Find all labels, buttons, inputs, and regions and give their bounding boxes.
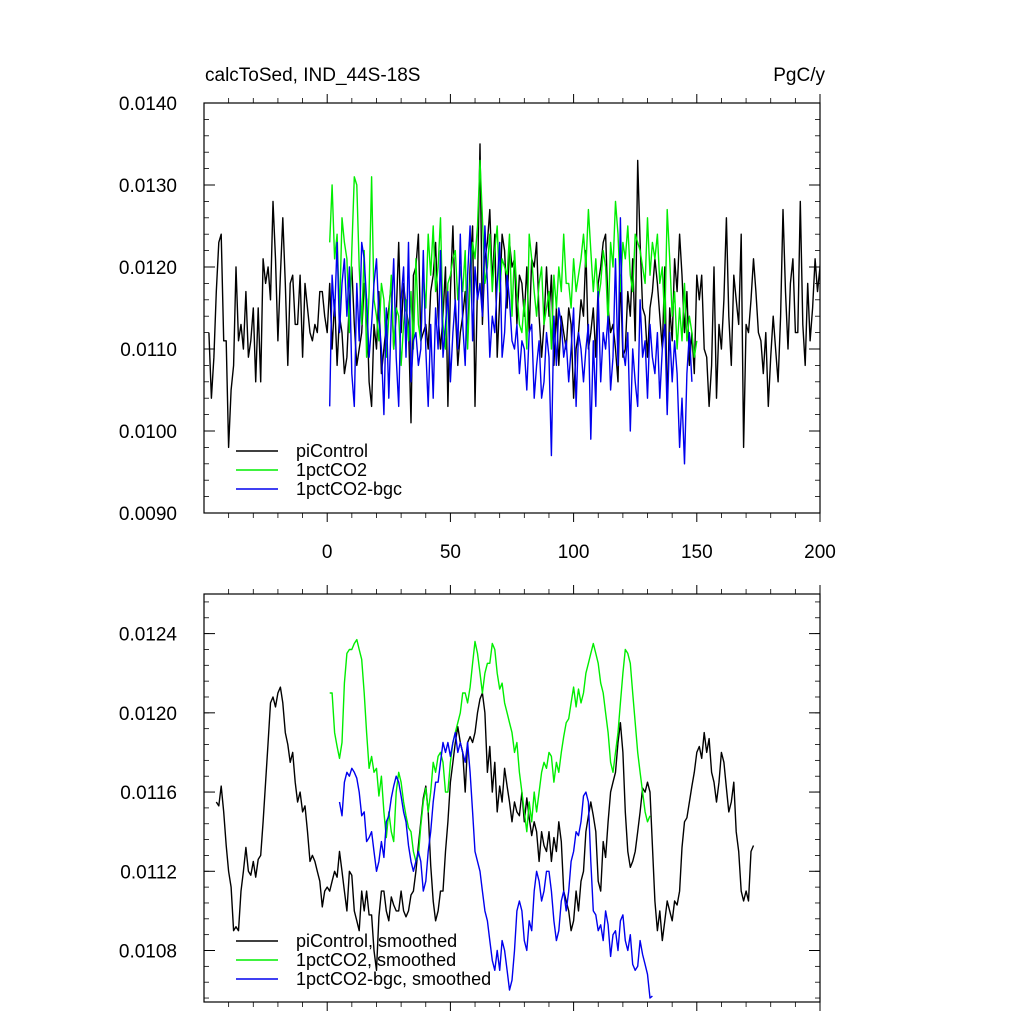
y-tick-label: 0.0120 bbox=[119, 258, 177, 279]
bottom-panel-smoothed: 0.0108 0.0112 0.0116 0.0120 0.0124 piControl,… bbox=[119, 585, 821, 1011]
chart-units-label: PgC/y bbox=[773, 65, 825, 86]
top-panel-raw: 0.0090 0.0100 0.0110 0.0120 0.0130 0.0140 0 50 1… bbox=[119, 94, 836, 563]
legend-label: 1pctCO2-bgc, smoothed bbox=[296, 969, 491, 989]
plot-frame bbox=[203, 102, 821, 514]
y-tick-label: 0.0110 bbox=[120, 340, 177, 361]
series-line-1pctco2-smoothed bbox=[329, 638, 651, 863]
y-tick-label: 0.0108 bbox=[119, 942, 177, 963]
x-tick-label: 150 bbox=[681, 542, 713, 563]
x-tick-label: 50 bbox=[440, 542, 461, 563]
y-tick-label: 0.0090 bbox=[119, 504, 177, 525]
plot-frame bbox=[203, 593, 821, 1003]
y-tick-label: 0.0100 bbox=[119, 422, 177, 443]
legend-label: 1pctCO2-bgc bbox=[296, 479, 402, 499]
y-tick-label: 0.0124 bbox=[119, 625, 178, 646]
series-line-1pctco2 bbox=[329, 159, 698, 367]
y-tick-label: 0.0116 bbox=[120, 783, 177, 804]
legend-label: 1pctCO2, smoothed bbox=[296, 950, 456, 970]
y-tick-label: 0.0140 bbox=[119, 94, 177, 115]
legend-label: piControl bbox=[296, 441, 368, 461]
y-tick-label: 0.0112 bbox=[120, 862, 177, 883]
x-tick-label: 200 bbox=[804, 542, 836, 563]
x-tick-label: 0 bbox=[322, 542, 333, 563]
legend-label: 1pctCO2 bbox=[296, 460, 367, 480]
series-line-1pctco2-bgc bbox=[329, 217, 693, 465]
y-tick-label: 0.0130 bbox=[119, 176, 177, 197]
x-tick-label: 100 bbox=[558, 542, 590, 563]
series-line-1pctco2-bgc-smoothed bbox=[338, 731, 653, 999]
y-tick-label: 0.0120 bbox=[119, 704, 177, 725]
series-line-picontrol-smoothed bbox=[215, 686, 755, 971]
chart-title-left: calcToSed, IND_44S-18S bbox=[205, 65, 420, 86]
legend-label: piControl, smoothed bbox=[296, 931, 457, 951]
